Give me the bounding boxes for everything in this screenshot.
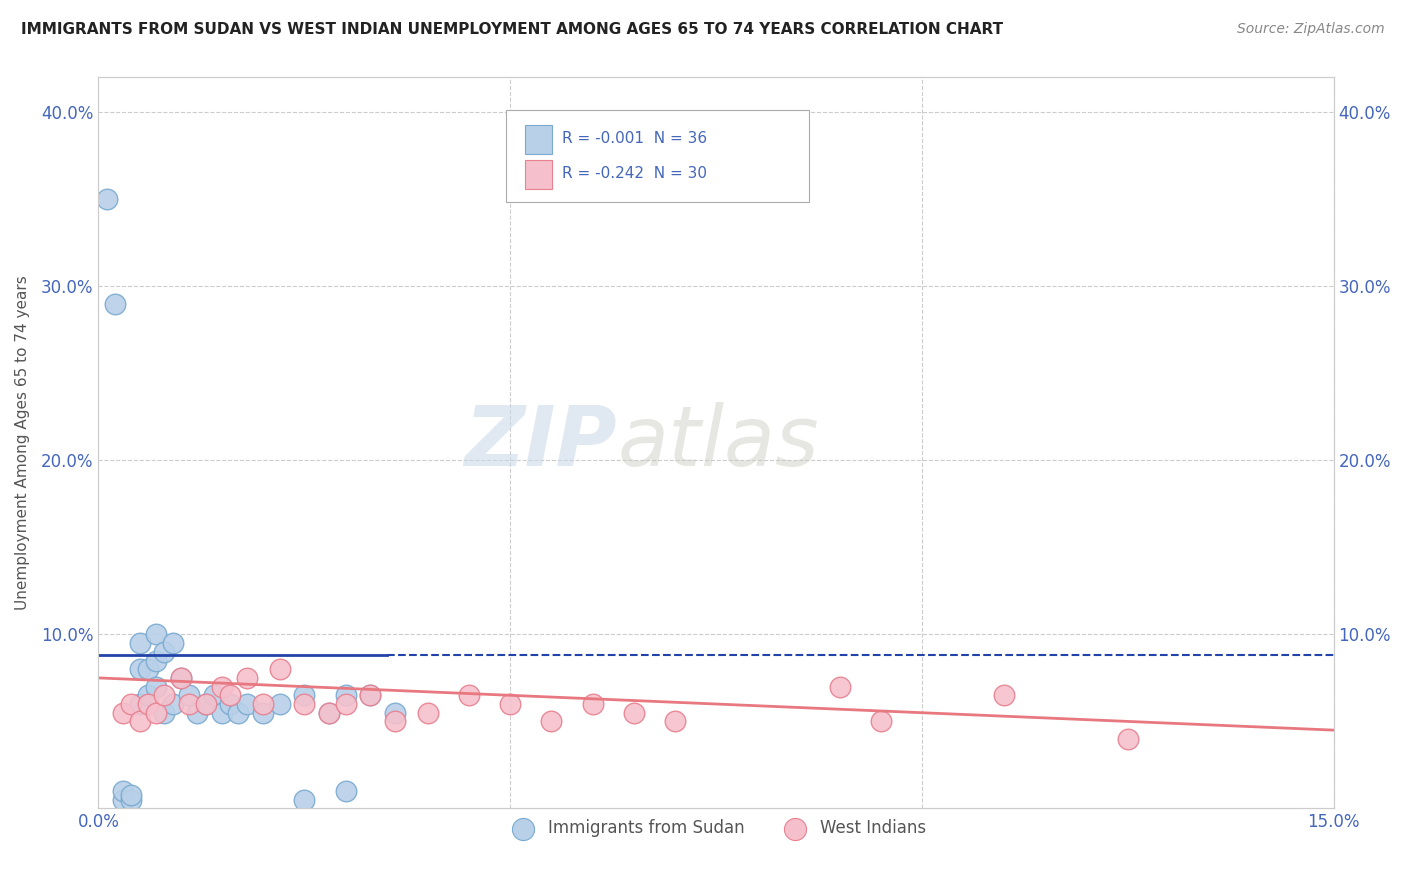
Point — [162, 697, 184, 711]
Y-axis label: Unemployment Among Ages 65 to 74 years: Unemployment Among Ages 65 to 74 years — [15, 276, 30, 610]
Point — [581, 697, 603, 711]
Point — [318, 706, 340, 720]
FancyBboxPatch shape — [506, 111, 808, 202]
Point — [128, 714, 150, 729]
Point — [292, 793, 315, 807]
Point — [120, 788, 142, 802]
Point — [228, 706, 250, 720]
Point — [384, 714, 406, 729]
Point — [202, 688, 225, 702]
Point — [318, 706, 340, 720]
Point — [120, 697, 142, 711]
Point — [177, 697, 200, 711]
Point — [153, 645, 176, 659]
Point — [177, 688, 200, 702]
Point — [162, 636, 184, 650]
Point — [993, 688, 1015, 702]
Point — [153, 688, 176, 702]
Point — [292, 688, 315, 702]
Point — [335, 688, 357, 702]
Point — [128, 662, 150, 676]
Text: R = -0.001  N = 36: R = -0.001 N = 36 — [561, 130, 707, 145]
Point — [269, 697, 291, 711]
Point — [623, 706, 645, 720]
Point — [120, 793, 142, 807]
Point — [1116, 731, 1139, 746]
Point — [384, 706, 406, 720]
FancyBboxPatch shape — [524, 125, 551, 154]
Point — [194, 697, 217, 711]
Text: IMMIGRANTS FROM SUDAN VS WEST INDIAN UNEMPLOYMENT AMONG AGES 65 TO 74 YEARS CORR: IMMIGRANTS FROM SUDAN VS WEST INDIAN UNE… — [21, 22, 1004, 37]
Text: ZIP: ZIP — [464, 402, 617, 483]
Point — [664, 714, 686, 729]
Text: R = -0.242  N = 30: R = -0.242 N = 30 — [561, 166, 707, 181]
Point — [112, 784, 135, 798]
Point — [219, 697, 242, 711]
Point — [211, 680, 233, 694]
Point — [219, 688, 242, 702]
Point — [136, 662, 159, 676]
Point — [252, 697, 274, 711]
Point — [112, 793, 135, 807]
Point — [359, 688, 381, 702]
Point — [136, 688, 159, 702]
Point — [540, 714, 562, 729]
Point — [170, 671, 193, 685]
Point — [104, 296, 127, 310]
Point — [235, 697, 257, 711]
Point — [145, 680, 167, 694]
Point — [136, 697, 159, 711]
Point — [335, 697, 357, 711]
Point — [869, 714, 891, 729]
Point — [335, 784, 357, 798]
Point — [292, 697, 315, 711]
Legend: Immigrants from Sudan, West Indians: Immigrants from Sudan, West Indians — [499, 813, 932, 844]
Point — [186, 706, 208, 720]
Point — [211, 706, 233, 720]
Point — [458, 688, 481, 702]
Point — [170, 671, 193, 685]
Point — [145, 653, 167, 667]
Point — [828, 680, 851, 694]
Point — [112, 706, 135, 720]
Point — [194, 697, 217, 711]
Point — [499, 697, 522, 711]
FancyBboxPatch shape — [524, 160, 551, 189]
Text: atlas: atlas — [617, 402, 818, 483]
Point — [252, 706, 274, 720]
Text: Source: ZipAtlas.com: Source: ZipAtlas.com — [1237, 22, 1385, 37]
Point — [96, 192, 118, 206]
Point — [128, 697, 150, 711]
Point — [145, 627, 167, 641]
Point — [153, 706, 176, 720]
Point — [235, 671, 257, 685]
Point — [416, 706, 439, 720]
Point — [145, 706, 167, 720]
Point — [359, 688, 381, 702]
Point — [269, 662, 291, 676]
Point — [128, 636, 150, 650]
